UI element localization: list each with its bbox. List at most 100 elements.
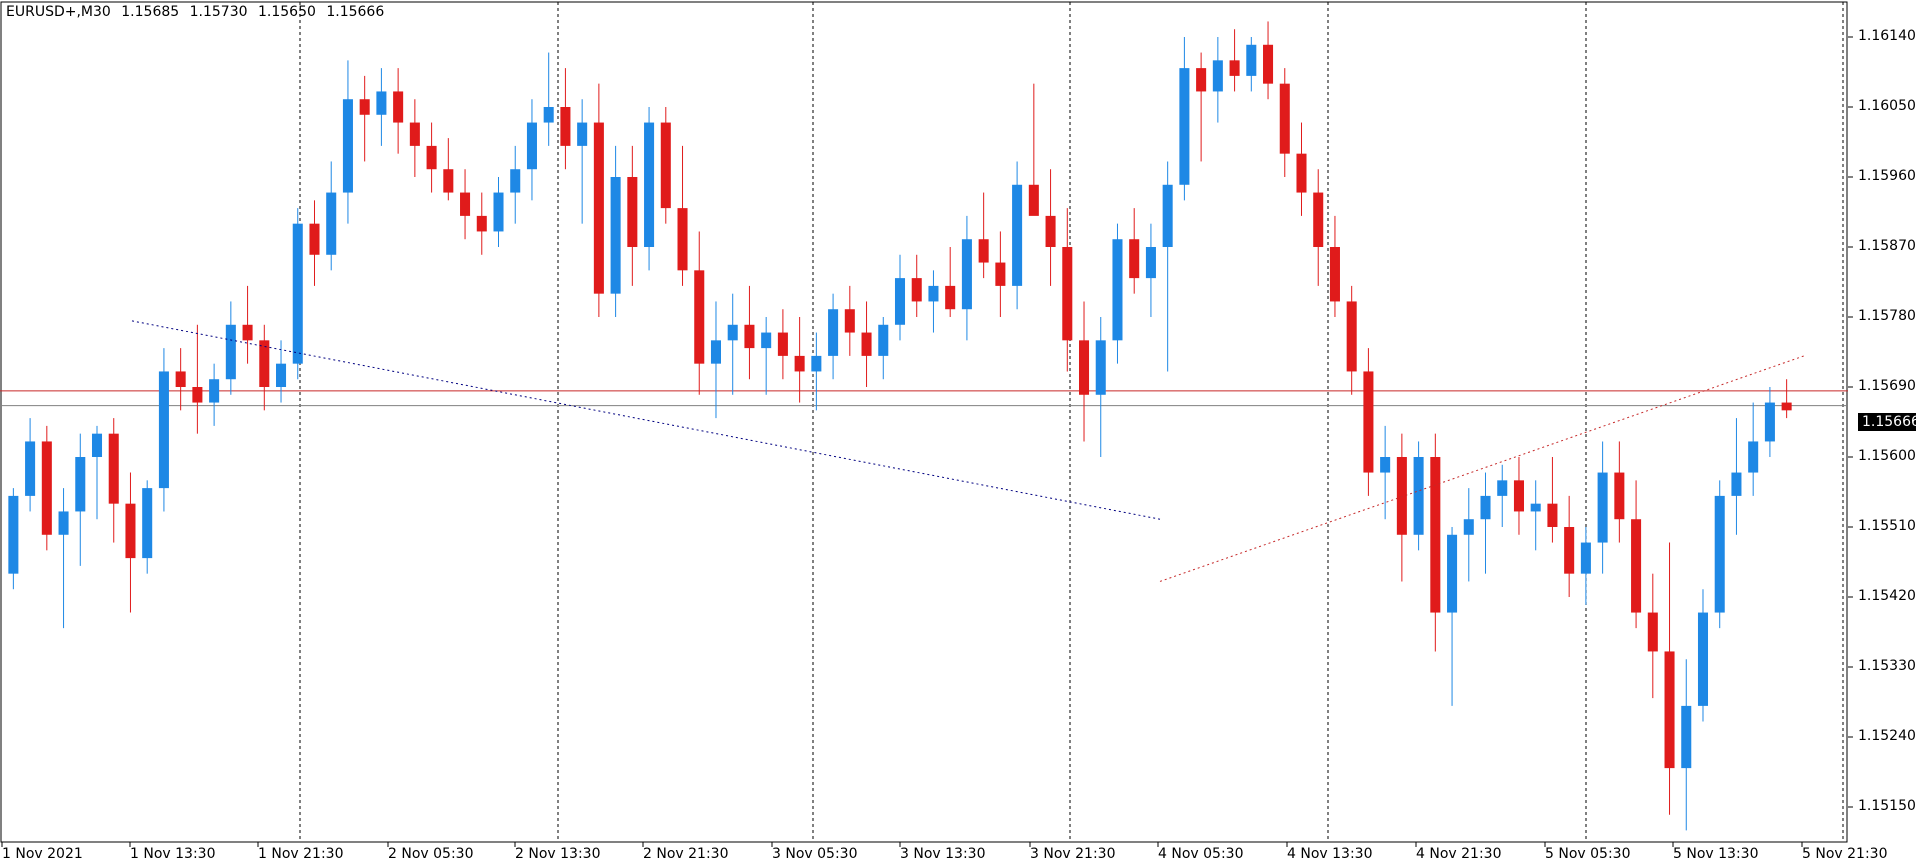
candle-body xyxy=(1145,247,1156,279)
candle-body xyxy=(326,192,337,255)
candle-body xyxy=(945,285,956,310)
close-value: 1.15666 xyxy=(326,4,385,20)
candle-body xyxy=(1697,612,1709,706)
candle-body xyxy=(1580,542,1591,574)
candle-body xyxy=(225,324,236,380)
candle-body xyxy=(1246,44,1257,76)
candle-body xyxy=(1447,534,1458,613)
candle-body xyxy=(1731,472,1742,496)
candle-body xyxy=(359,99,370,115)
trendline xyxy=(1159,355,1805,582)
candle-body xyxy=(1296,153,1307,193)
candle-body xyxy=(878,324,889,356)
candle-body xyxy=(978,239,989,263)
candle-body xyxy=(409,122,420,146)
time-tick-label: 1 Nov 21:30 xyxy=(258,846,344,862)
time-tick-label: 4 Nov 13:30 xyxy=(1287,846,1373,862)
candle-body xyxy=(510,169,521,193)
price-tick-label: 1.15960 xyxy=(1858,168,1916,184)
candle-body xyxy=(894,278,906,325)
plot-frame xyxy=(0,1,1848,843)
candle-body xyxy=(1480,495,1491,520)
price-tick-label: 1.15330 xyxy=(1858,658,1916,674)
candle-body xyxy=(1631,519,1642,613)
candle-body xyxy=(393,91,404,123)
candle-body xyxy=(677,208,688,271)
time-tick-label: 4 Nov 21:30 xyxy=(1416,846,1502,862)
time-tick-label: 5 Nov 21:30 xyxy=(1802,846,1888,862)
candle-body xyxy=(91,433,103,457)
time-tick-label: 3 Nov 21:30 xyxy=(1030,846,1116,862)
candle-body xyxy=(1748,441,1759,473)
candle-body xyxy=(1597,472,1608,543)
candle-body xyxy=(1229,60,1240,76)
candle-body xyxy=(995,262,1006,286)
current-price-tag: 1.15666 xyxy=(1858,413,1916,431)
candle-body xyxy=(1129,239,1140,279)
candle-body xyxy=(694,270,705,364)
candle-body xyxy=(1396,457,1407,535)
candle-body xyxy=(142,488,153,559)
chart-header: EURUSD+,M30 1.15685 1.15730 1.15650 1.15… xyxy=(6,4,390,20)
candle-body xyxy=(1162,184,1173,247)
candle-body xyxy=(175,371,186,387)
price-tick-label: 1.15600 xyxy=(1858,448,1916,464)
candle-body xyxy=(526,122,537,170)
candle-body xyxy=(1095,340,1106,395)
candle-body xyxy=(761,332,772,349)
candle-body xyxy=(58,511,69,535)
candle-body xyxy=(727,324,738,341)
candle-body xyxy=(1363,371,1374,473)
symbol-label: EURUSD+,M30 xyxy=(6,4,111,20)
candle-body xyxy=(1647,612,1658,652)
candle-body xyxy=(41,441,52,535)
candle-body xyxy=(1012,184,1023,286)
time-tick-label: 5 Nov 13:30 xyxy=(1673,846,1759,862)
price-tick-label: 1.15510 xyxy=(1858,518,1916,534)
candle-body xyxy=(1179,68,1190,185)
candle-body xyxy=(1681,705,1692,769)
candle-body xyxy=(376,91,387,115)
time-tick-label: 3 Nov 13:30 xyxy=(900,846,986,862)
price-tick-label: 1.15240 xyxy=(1858,728,1916,744)
price-tick-label: 1.15870 xyxy=(1858,238,1916,254)
time-tick-label: 2 Nov 05:30 xyxy=(388,846,474,862)
candle-body xyxy=(1028,184,1039,216)
candle-body xyxy=(560,107,571,146)
candle-body xyxy=(1463,519,1474,535)
candle-body xyxy=(828,309,839,356)
price-tick-label: 1.16050 xyxy=(1858,98,1916,114)
candle-body xyxy=(1045,215,1056,247)
candle-body xyxy=(1664,651,1675,769)
price-tick-label: 1.15780 xyxy=(1858,308,1916,324)
candle-body xyxy=(75,457,86,512)
candle-body xyxy=(1263,44,1274,84)
candle-body xyxy=(1614,472,1625,520)
candle-body xyxy=(777,332,788,356)
candle-body xyxy=(577,122,588,146)
candle-body xyxy=(476,215,487,232)
candle-body xyxy=(1346,301,1357,372)
open-value: 1.15685 xyxy=(121,4,180,20)
time-tick-label: 1 Nov 13:30 xyxy=(130,846,216,862)
candle-body xyxy=(794,355,805,372)
candle-body xyxy=(911,278,922,302)
candle-body xyxy=(1112,239,1123,341)
low-value: 1.15650 xyxy=(257,4,316,20)
candle-body xyxy=(1513,480,1524,512)
high-value: 1.15730 xyxy=(189,4,248,20)
candle-body xyxy=(108,433,119,504)
candle-body xyxy=(259,340,270,387)
candle-body xyxy=(627,177,638,247)
candle-body xyxy=(426,145,437,170)
candle-body xyxy=(610,177,621,294)
candle-body xyxy=(1329,247,1340,302)
price-tick-label: 1.15690 xyxy=(1858,378,1916,394)
candle-body xyxy=(1413,457,1424,535)
candle-body xyxy=(1212,60,1223,92)
candle-body xyxy=(1380,457,1391,473)
candle-body xyxy=(710,340,721,364)
time-tick-label: 1 Nov 2021 xyxy=(2,846,83,862)
